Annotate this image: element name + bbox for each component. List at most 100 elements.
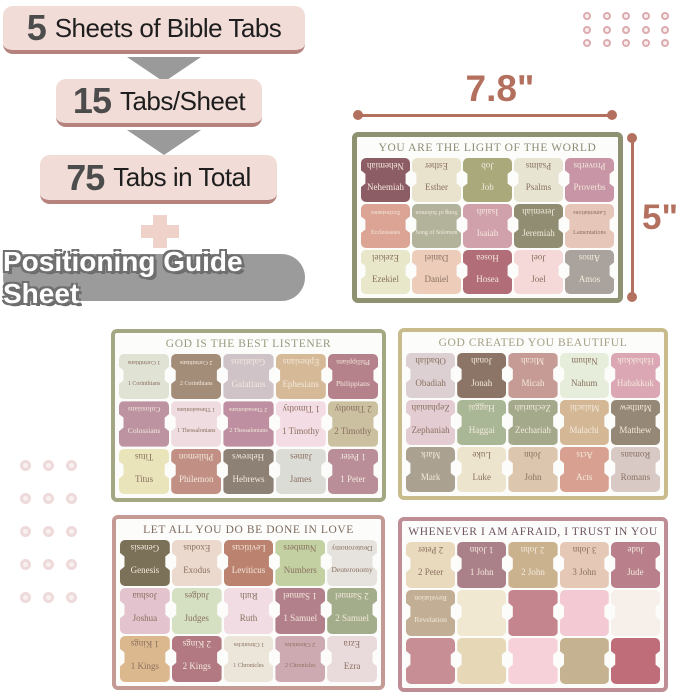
bible-tab-philippians: Philippians Philippians (327, 354, 378, 400)
bible-tab-acts: Acts Acts (559, 447, 609, 492)
bible-tab-song-of-solomon: Song of Solomon Song of Solomon (412, 204, 461, 248)
bible-tab-blank (508, 590, 558, 636)
dot-icon (602, 39, 611, 47)
tab-label-mirrored: Romans (620, 450, 651, 460)
dot-icon (661, 25, 669, 34)
bible-tab-joel: Joel Joel (514, 250, 563, 294)
tab-label: Ezekiel (372, 274, 399, 285)
tab-label-mirrored: 1 Peter (340, 451, 366, 462)
dot-grid-decoration-left (20, 460, 89, 625)
tab-label-mirrored: Ezra (343, 639, 361, 649)
dot-grid-decoration-top-right (583, 12, 679, 53)
banner-total-tabs: 75 Tabs in Total (40, 155, 277, 204)
tab-label: Galatians (231, 378, 266, 389)
tab-label: Acts (575, 471, 593, 482)
bible-tab-2-chronicles: 2 Chronicles 2 Chronicles (275, 636, 326, 682)
tab-label: 2 Samuel (335, 613, 369, 624)
tab-label: Revelation (414, 615, 447, 625)
dot-icon (66, 592, 77, 603)
tab-label-mirrored: Malachi (569, 403, 599, 413)
tab-label-mirrored: Exodus (183, 543, 211, 553)
tab-label: Daniel (424, 274, 449, 285)
tab-label: Hosea (476, 274, 499, 285)
tab-label: Habakkuk (616, 377, 654, 388)
tab-label: Haggai (468, 424, 495, 435)
tab-label-mirrored: Joshua (132, 591, 158, 601)
tab-label-mirrored: Jude (627, 545, 644, 555)
bible-tab-blank (559, 590, 609, 636)
dot-icon (641, 12, 650, 20)
tab-label: Job (481, 182, 494, 193)
tab-label-mirrored: 1 John (469, 545, 494, 555)
bible-tab-amos: Amos Amos (565, 250, 614, 294)
tab-grid: Obadiah Obadiah Jonah Jonah Micah Micah Nahum N… (406, 353, 660, 492)
dot-icon (622, 12, 630, 20)
tab-label-mirrored: Deuteronomy (331, 544, 373, 553)
tab-label: Obadiah (415, 377, 446, 388)
bible-tab-blank (508, 638, 558, 684)
tab-label-mirrored: Hebrews (232, 451, 265, 462)
tab-grid: 2 Peter 2 Peter 1 John 1 John 2 John 2 John 3 … (406, 542, 660, 684)
tab-label-mirrored: 2 Peter (417, 545, 444, 555)
tab-label: Numbers (283, 565, 317, 576)
bible-tab-ecclesiastes: Ecclesiastes Ecclesiastes (361, 204, 410, 248)
bible-tab-blank (457, 590, 507, 636)
tab-label: James (289, 473, 312, 484)
dot-icon (641, 25, 650, 34)
tab-label-mirrored: Proverbs (573, 161, 606, 171)
bible-tab-blank (610, 638, 660, 684)
tab-sheet-done-in-love: LET ALL YOU DO BE DONE IN LOVE Genesis Ge… (112, 515, 385, 690)
bible-tab-2-samuel: 2 Samuel 2 Samuel (327, 588, 377, 634)
tab-label-mirrored: Psalms (525, 161, 552, 171)
bible-tab-colossians: Colossians Colossians (119, 401, 170, 447)
arrow-down-icon (127, 57, 201, 82)
tab-label: Ecclesiastes (371, 230, 400, 237)
bible-tab-1-timothy: 1 Timothy 1 Timothy (275, 401, 326, 447)
bible-tab-1-thessalonians: 1 Thessalonians 1 Thessalonians (171, 401, 222, 447)
tab-label-mirrored: Genesis (130, 543, 160, 553)
tab-label-mirrored: 1 Thessalonians (177, 406, 216, 413)
tab-label-mirrored: Luke (472, 450, 492, 460)
tab-label: 2 Chronicles (285, 663, 316, 670)
bible-tab-1-corinthians: 1 Corinthians 1 Corinthians (119, 354, 170, 400)
tab-label-mirrored: Lamentations (573, 209, 606, 215)
bible-tab-daniel: Daniel Daniel (412, 250, 461, 294)
tab-label-mirrored: Leviticus (231, 543, 266, 553)
dot-icon (20, 592, 31, 603)
tab-label-mirrored: Zechariah (515, 403, 551, 413)
bible-tab-zechariah: Zechariah Zechariah (508, 400, 558, 445)
tab-label-mirrored: Daniel (424, 253, 449, 263)
dot-icon (43, 526, 54, 537)
tab-label: 1 Kings (130, 661, 160, 672)
width-dimension-label: 7.8" (465, 68, 535, 109)
dot-icon (20, 493, 31, 504)
bible-tab-ephesians: Ephesians Ephesians (275, 354, 326, 400)
tab-label: Esther (425, 182, 448, 193)
tab-label: 1 Thessalonians (177, 428, 216, 435)
tab-label: Mark (420, 471, 441, 482)
tab-label-mirrored: Ecclesiastes (371, 209, 400, 215)
dot-icon (583, 25, 591, 34)
tab-label-mirrored: Judges (184, 591, 209, 601)
dot-icon (583, 39, 591, 47)
tab-label-mirrored: 1 Samuel (283, 591, 318, 601)
bible-tab-romans: Romans Romans (610, 447, 660, 492)
dot-icon (43, 592, 54, 603)
tab-label: 1 Corinthians (127, 380, 161, 387)
banner-number: 15 (72, 80, 112, 121)
dot-icon (661, 39, 669, 47)
banner-label: Sheets of Bible Tabs (54, 12, 282, 43)
width-dimension-line (353, 110, 617, 120)
dot-icon (622, 39, 630, 47)
bible-tab-jonah: Jonah Jonah (457, 353, 507, 398)
tab-label: 2 Kings (182, 661, 211, 672)
tab-label: Malachi (569, 424, 599, 435)
bible-tab-mark: Mark Mark (406, 447, 456, 492)
tab-label-mirrored: 2 John (521, 545, 545, 555)
bible-tab-obadiah: Obadiah Obadiah (406, 353, 456, 398)
tab-label-mirrored: Colossians (127, 405, 161, 415)
tab-label-mirrored: 2 Samuel (335, 591, 369, 601)
tab-label: Amos (578, 274, 601, 285)
tab-label: John (524, 471, 542, 482)
